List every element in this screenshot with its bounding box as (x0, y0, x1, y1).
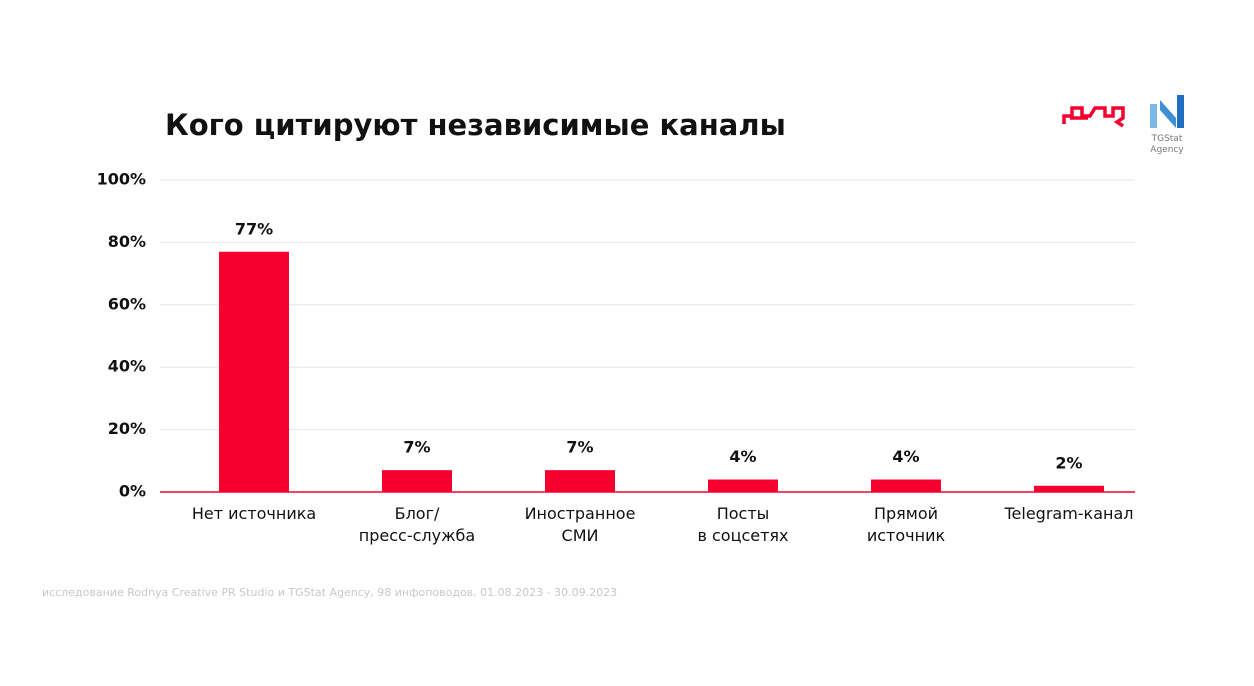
bar (545, 470, 615, 492)
value-label: 7% (403, 438, 430, 457)
x-tick-label: Telegram-канал (1004, 504, 1134, 523)
bar (219, 251, 289, 492)
y-tick-label: 20% (108, 419, 146, 438)
bar (382, 470, 452, 492)
x-tick-label: Нет источника (191, 504, 317, 523)
y-tick-label: 80% (108, 232, 146, 251)
y-tick-label: 100% (97, 170, 146, 189)
bar (871, 479, 941, 492)
rodnya-logo (1062, 106, 1125, 128)
value-label: 4% (892, 447, 919, 466)
value-label: 4% (729, 447, 756, 466)
bar (708, 479, 778, 492)
bar (1034, 485, 1104, 492)
chart-title: Кого цитируют независимые каналы (165, 108, 786, 142)
x-tick-label: Прямой источник (866, 504, 946, 545)
footnote: исследование Rodnya Creative PR Studio и… (42, 586, 617, 599)
x-tick-label: Иностранное СМИ (524, 504, 636, 545)
logo-text: TGStat Agency (1150, 134, 1184, 155)
y-tick-label: 40% (108, 357, 146, 376)
x-tick-label: Посты в соцсетях (697, 504, 789, 545)
y-tick-label: 60% (108, 294, 146, 313)
x-tick-label: Блог/ пресс-служба (358, 504, 476, 545)
value-label: 77% (235, 219, 273, 238)
tgstat-logo (1150, 95, 1184, 128)
value-label: 7% (566, 438, 593, 457)
y-tick-label: 0% (119, 482, 146, 501)
value-label: 2% (1055, 453, 1082, 472)
